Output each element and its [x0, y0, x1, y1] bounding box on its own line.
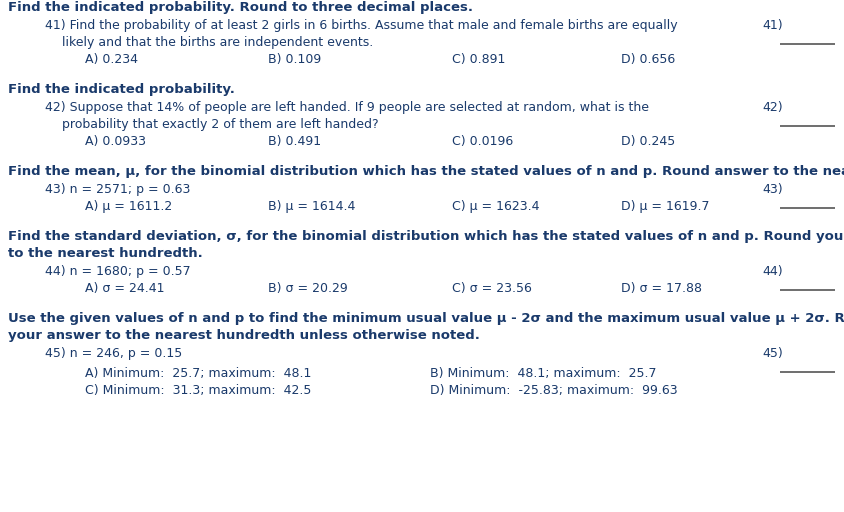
Text: C) Minimum:  31.3; maximum:  42.5: C) Minimum: 31.3; maximum: 42.5	[85, 384, 311, 397]
Text: C) μ = 1623.4: C) μ = 1623.4	[452, 200, 539, 213]
Text: D) σ = 17.88: D) σ = 17.88	[621, 282, 702, 295]
Text: 44): 44)	[762, 265, 782, 278]
Text: 42) Suppose that 14% of people are left handed. If 9 people are selected at rand: 42) Suppose that 14% of people are left …	[45, 101, 649, 114]
Text: your answer to the nearest hundredth unless otherwise noted.: your answer to the nearest hundredth unl…	[8, 329, 480, 342]
Text: 43): 43)	[762, 183, 782, 196]
Text: Find the indicated probability.: Find the indicated probability.	[8, 83, 235, 96]
Text: A) Minimum:  25.7; maximum:  48.1: A) Minimum: 25.7; maximum: 48.1	[85, 367, 311, 380]
Text: 41) Find the probability of at least 2 girls in 6 births. Assume that male and f: 41) Find the probability of at least 2 g…	[45, 19, 678, 32]
Text: B) 0.109: B) 0.109	[268, 53, 322, 66]
Text: Find the indicated probability. Round to three decimal places.: Find the indicated probability. Round to…	[8, 1, 473, 14]
Text: B) σ = 20.29: B) σ = 20.29	[268, 282, 348, 295]
Text: Find the standard deviation, σ, for the binomial distribution which has the stat: Find the standard deviation, σ, for the …	[8, 230, 844, 243]
Text: D) μ = 1619.7: D) μ = 1619.7	[621, 200, 710, 213]
Text: A) 0.234: A) 0.234	[85, 53, 138, 66]
Text: 45) n = 246, p = 0.15: 45) n = 246, p = 0.15	[45, 347, 182, 360]
Text: likely and that the births are independent events.: likely and that the births are independe…	[62, 36, 373, 49]
Text: A) μ = 1611.2: A) μ = 1611.2	[85, 200, 172, 213]
Text: A) σ = 24.41: A) σ = 24.41	[85, 282, 165, 295]
Text: Find the mean, μ, for the binomial distribution which has the stated values of n: Find the mean, μ, for the binomial distr…	[8, 165, 844, 178]
Text: D) 0.245: D) 0.245	[621, 135, 675, 148]
Text: 43) n = 2571; p = 0.63: 43) n = 2571; p = 0.63	[45, 183, 191, 196]
Text: B) 0.491: B) 0.491	[268, 135, 321, 148]
Text: 41): 41)	[762, 19, 782, 32]
Text: B) Minimum:  48.1; maximum:  25.7: B) Minimum: 48.1; maximum: 25.7	[430, 367, 657, 380]
Text: C) σ = 23.56: C) σ = 23.56	[452, 282, 532, 295]
Text: 44) n = 1680; p = 0.57: 44) n = 1680; p = 0.57	[45, 265, 191, 278]
Text: C) 0.891: C) 0.891	[452, 53, 506, 66]
Text: B) μ = 1614.4: B) μ = 1614.4	[268, 200, 355, 213]
Text: C) 0.0196: C) 0.0196	[452, 135, 513, 148]
Text: 42): 42)	[762, 101, 782, 114]
Text: Use the given values of n and p to find the minimum usual value μ - 2σ and the m: Use the given values of n and p to find …	[8, 312, 844, 325]
Text: D) Minimum:  -25.83; maximum:  99.63: D) Minimum: -25.83; maximum: 99.63	[430, 384, 678, 397]
Text: D) 0.656: D) 0.656	[621, 53, 675, 66]
Text: to the nearest hundredth.: to the nearest hundredth.	[8, 247, 203, 260]
Text: probability that exactly 2 of them are left handed?: probability that exactly 2 of them are l…	[62, 118, 379, 131]
Text: A) 0.0933: A) 0.0933	[85, 135, 146, 148]
Text: 45): 45)	[762, 347, 782, 360]
